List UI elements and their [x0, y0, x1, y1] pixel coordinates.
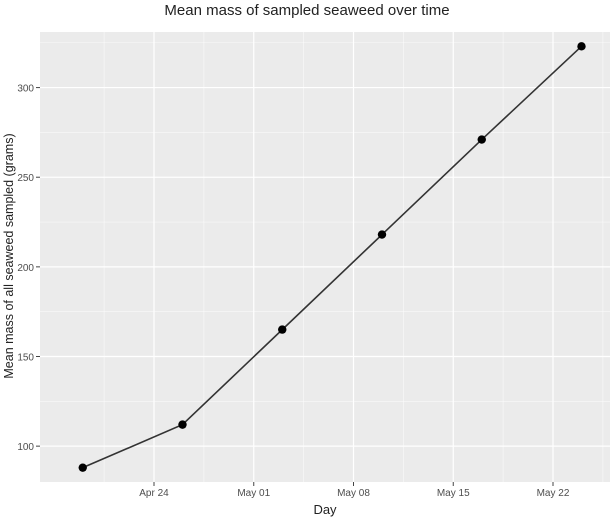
data-point	[78, 463, 87, 472]
data-point	[178, 420, 187, 429]
x-tick-label: May 22	[537, 488, 570, 499]
chart-title: Mean mass of sampled seaweed over time	[164, 2, 450, 19]
panel-background	[40, 32, 610, 482]
y-tick-label: 300	[17, 84, 34, 95]
data-point	[477, 135, 486, 144]
data-point	[278, 325, 287, 334]
y-tick-label: 250	[17, 173, 34, 184]
x-tick-label: Apr 24	[139, 488, 169, 499]
y-tick-label: 100	[17, 442, 34, 453]
x-tick-label: May 15	[437, 488, 470, 499]
data-point	[577, 42, 586, 51]
y-tick-label: 150	[17, 353, 34, 364]
y-axis-title: Mean mass of all seaweed sampled (grams)	[2, 133, 16, 379]
x-tick-label: May 01	[237, 488, 270, 499]
x-tick-label: May 08	[337, 488, 370, 499]
series-line	[82, 45, 583, 469]
data-point	[377, 230, 387, 239]
x-axis-title: Day	[313, 502, 337, 517]
y-tick-label: 200	[17, 263, 34, 274]
